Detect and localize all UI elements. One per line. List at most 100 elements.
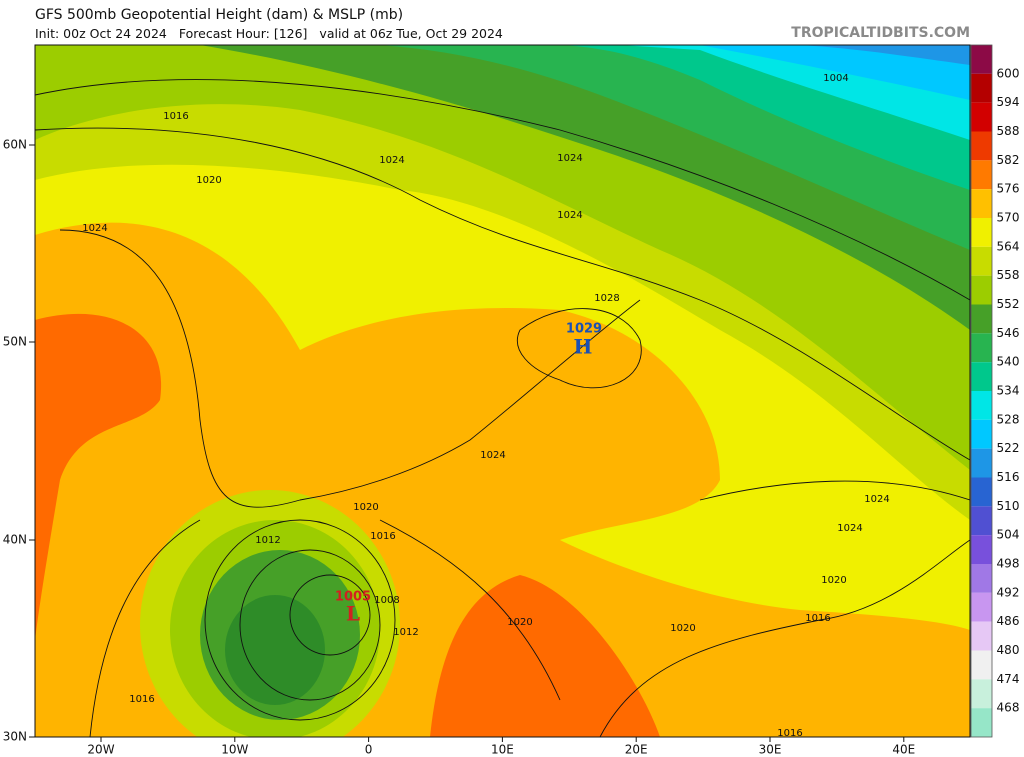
colorbar-block xyxy=(971,246,992,276)
contour-label: 1024 xyxy=(864,494,889,505)
height-field xyxy=(800,45,970,65)
colorbar-label: 540 xyxy=(997,355,1020,369)
contour-label: 1004 xyxy=(823,73,848,84)
contour-label: 1024 xyxy=(379,155,404,166)
colorbar-block xyxy=(971,391,992,420)
contour-label: 1024 xyxy=(557,210,582,221)
colorbar-frame xyxy=(970,44,993,738)
longitude-label: 40E xyxy=(892,743,915,757)
longitude-label: 10E xyxy=(491,743,514,757)
colorbar-label: 486 xyxy=(997,614,1020,628)
colorbar-label: 498 xyxy=(997,557,1020,571)
map xyxy=(35,45,970,737)
colorbar-block xyxy=(971,448,992,478)
colorbar-label: 546 xyxy=(997,326,1020,340)
contour-label: 1024 xyxy=(480,450,505,461)
latitude-label: 50N xyxy=(3,335,27,349)
colorbar-cap xyxy=(971,45,992,74)
contour-label: 1024 xyxy=(82,223,107,234)
height-field xyxy=(430,575,660,737)
contour-label: 1016 xyxy=(163,111,188,122)
colorbar-block xyxy=(971,333,992,363)
colorbar-block xyxy=(971,419,992,449)
pressure-centers: 1029 H 1005 L xyxy=(335,322,602,626)
height-field xyxy=(680,45,970,100)
forecast-hour: Forecast Hour: [126] xyxy=(179,26,308,41)
colorbar-label: 534 xyxy=(997,384,1020,398)
colorbar-label: 600 xyxy=(997,66,1020,80)
subtitle: Init: 00z Oct 24 2024 Forecast Hour: [12… xyxy=(35,26,503,41)
colorbar-label: 594 xyxy=(997,95,1020,109)
colorbar-label: 516 xyxy=(997,470,1020,484)
map-frame xyxy=(34,44,971,738)
contour-label: 1020 xyxy=(507,617,532,628)
colorbar-label: 522 xyxy=(997,441,1020,455)
longitude-label: 20E xyxy=(625,743,648,757)
colorbar-label: 588 xyxy=(997,124,1020,138)
low-symbol: L xyxy=(346,602,360,626)
colorbar-block xyxy=(971,73,992,103)
colorbar-block xyxy=(971,535,992,564)
contour-label: 1012 xyxy=(393,627,418,638)
contour-label: 1016 xyxy=(370,531,395,542)
colorbar-label: 528 xyxy=(997,412,1020,426)
height-field xyxy=(225,595,325,705)
contour-label: 1020 xyxy=(196,175,221,186)
colorbar-label: 468 xyxy=(997,701,1020,715)
longitude-label: 20W xyxy=(87,743,114,757)
colorbar-block xyxy=(971,160,992,190)
colorbar-block xyxy=(971,621,992,651)
colorbar-block xyxy=(971,275,992,305)
latitude-label: 30N xyxy=(3,730,27,744)
colorbar-block xyxy=(971,564,992,593)
watermark: TROPICALTIDBITS.COM xyxy=(791,25,970,41)
longitude-label: 0 xyxy=(365,743,373,757)
colorbar-label: 504 xyxy=(997,528,1020,542)
colorbar-block xyxy=(971,650,992,680)
contour-label: 1012 xyxy=(255,535,280,546)
contour-label: 1028 xyxy=(594,293,619,304)
colorbar-label: 582 xyxy=(997,153,1020,167)
colorbar-block xyxy=(971,708,992,737)
init: Init: 00z Oct 24 2024 xyxy=(35,26,167,41)
colorbar-label: 576 xyxy=(997,182,1020,196)
colorbar-block xyxy=(971,506,992,536)
colorbar-label: 474 xyxy=(997,672,1020,686)
longitude-label: 10W xyxy=(221,743,248,757)
colorbar-label: 564 xyxy=(997,239,1020,253)
latitude-label: 60N xyxy=(3,138,27,152)
title: GFS 500mb Geopotential Height (dam) & MS… xyxy=(35,7,403,23)
contour-label: 1020 xyxy=(670,623,695,634)
colorbar-block xyxy=(971,131,992,161)
height-field xyxy=(35,313,162,640)
high-value: 1029 xyxy=(566,322,602,337)
colorbar-label: 552 xyxy=(997,297,1020,311)
contour-label: 1016 xyxy=(777,728,802,739)
colorbar-label: 492 xyxy=(997,585,1020,599)
contour-label: 1024 xyxy=(837,523,862,534)
contour-labels: 1004 1016 1024 1024 1020 1024 1024 1028 … xyxy=(82,73,889,739)
colorbar-label: 510 xyxy=(997,499,1020,513)
contour-label: 1020 xyxy=(353,502,378,513)
colorbar-block xyxy=(971,679,992,709)
low-value: 1005 xyxy=(335,590,371,605)
contour-label: 1008 xyxy=(374,595,399,606)
colorbar-label: 558 xyxy=(997,268,1020,282)
colorbar-block xyxy=(971,102,992,132)
isobars xyxy=(35,79,970,737)
contour-label: 1024 xyxy=(557,153,582,164)
axes: 60N 50N 40N 30N 20W 10W 0 10E 20E 30E 40E xyxy=(3,44,971,757)
contour-label: 1016 xyxy=(129,694,154,705)
latitude-label: 40N xyxy=(3,533,27,547)
valid-time: valid at 06z Tue, Oct 29 2024 xyxy=(319,26,503,41)
contour-label: 1016 xyxy=(805,613,830,624)
contour-label: 1020 xyxy=(821,575,846,586)
colorbar-block xyxy=(971,362,992,391)
colorbar-label: 570 xyxy=(997,211,1020,225)
colorbar-block xyxy=(971,304,992,334)
longitude-label: 30E xyxy=(759,743,782,757)
high-symbol: H xyxy=(574,335,593,359)
colorbar-block xyxy=(971,592,992,622)
colorbar-block xyxy=(971,189,992,218)
